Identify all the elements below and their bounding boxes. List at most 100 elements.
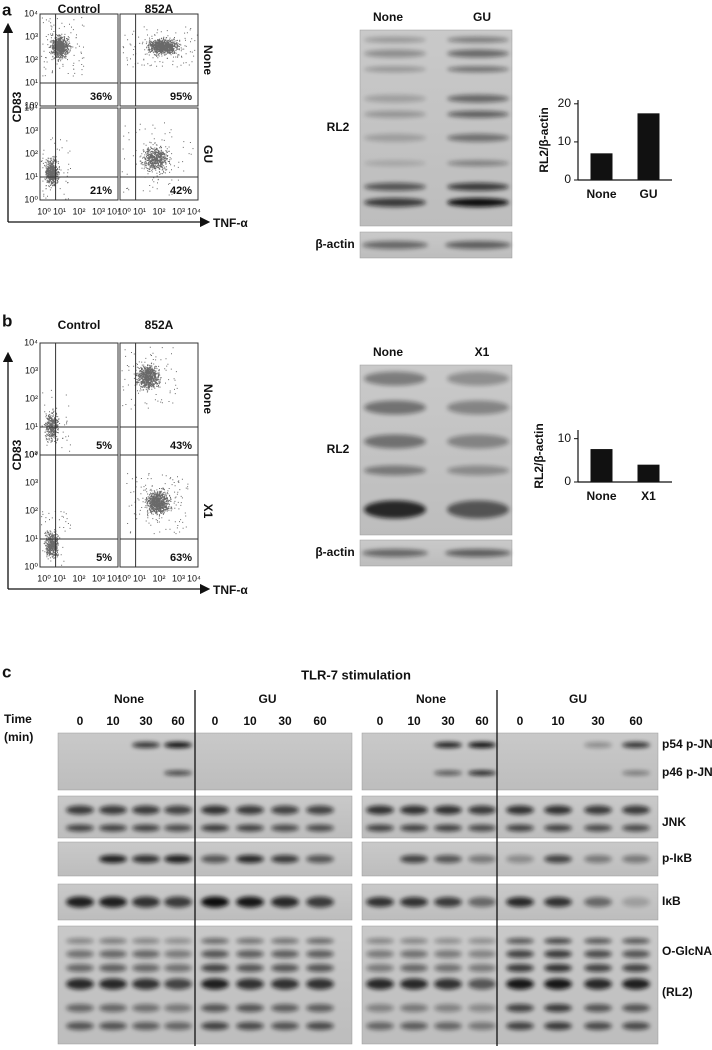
blot-band bbox=[544, 1004, 572, 1012]
blot-band bbox=[271, 805, 299, 815]
blot-band bbox=[506, 855, 534, 863]
blot-band bbox=[366, 1004, 394, 1012]
y-tick-label: 10³ bbox=[25, 31, 38, 41]
blot-band bbox=[236, 896, 264, 908]
y-tick-label: 10 bbox=[558, 134, 572, 148]
blot-band bbox=[434, 1022, 462, 1030]
blot-band bbox=[99, 1022, 127, 1030]
scatter-dots bbox=[121, 122, 194, 196]
column-header: Control bbox=[58, 2, 101, 16]
quadrant-percentage: 5% bbox=[96, 440, 112, 452]
y-tick-label: 10⁴ bbox=[24, 8, 38, 18]
y-tick-label: 10⁰ bbox=[24, 194, 38, 204]
row-label: GU bbox=[201, 145, 215, 163]
blot-band bbox=[132, 950, 160, 958]
blot-band bbox=[400, 897, 428, 907]
plot-frame bbox=[39, 454, 119, 568]
blot-band bbox=[622, 897, 650, 907]
blot-band bbox=[506, 964, 534, 972]
blot-band bbox=[164, 855, 192, 863]
plot-frame bbox=[119, 107, 199, 201]
time-label: (min) bbox=[4, 730, 33, 744]
panel-title: TLR-7 stimulation bbox=[301, 667, 411, 682]
blot-band bbox=[400, 938, 428, 944]
x-tick-label: 10¹ bbox=[53, 206, 66, 216]
blot-band bbox=[66, 824, 94, 832]
x-tick-label: 10³ bbox=[172, 573, 185, 583]
x-tick-label: 10⁰ bbox=[117, 573, 131, 583]
blot-band bbox=[164, 805, 192, 815]
y-tick-label: 0 bbox=[564, 474, 571, 488]
time-point: 10 bbox=[551, 714, 565, 728]
blot-band bbox=[164, 938, 192, 944]
band-label: β-actin bbox=[315, 545, 354, 559]
blot-band bbox=[271, 938, 299, 944]
blot-band bbox=[366, 950, 394, 958]
time-point: 30 bbox=[278, 714, 292, 728]
blot-band bbox=[271, 1004, 299, 1012]
band-label: O-GlcNAc bbox=[662, 944, 712, 958]
blot-strip bbox=[361, 732, 659, 791]
x-tick-label: None bbox=[587, 187, 617, 201]
blot-band bbox=[468, 855, 496, 863]
blot-band bbox=[306, 964, 334, 972]
blot-band bbox=[366, 978, 394, 990]
blot-band bbox=[164, 770, 192, 776]
y-axis-title: CD83 bbox=[10, 91, 24, 122]
blot-band bbox=[447, 94, 509, 103]
x-tick-label: 10¹ bbox=[53, 573, 66, 583]
x-tick-label: 10⁴ bbox=[187, 573, 201, 583]
blot-band bbox=[506, 897, 534, 907]
scatter-dots bbox=[41, 389, 71, 452]
blot-band bbox=[447, 110, 509, 118]
blot-band bbox=[400, 950, 428, 958]
blot-band bbox=[201, 824, 229, 832]
blot-band bbox=[66, 1004, 94, 1012]
band-label: IκB bbox=[662, 894, 681, 908]
blot-band bbox=[622, 805, 650, 815]
blot-band bbox=[584, 742, 612, 748]
y-tick-label: 10³ bbox=[25, 365, 38, 375]
blot-band bbox=[132, 938, 160, 944]
blot-band bbox=[236, 855, 264, 863]
blot-band bbox=[164, 896, 192, 908]
y-tick-label: 10¹ bbox=[25, 77, 38, 87]
x-tick-label: 10² bbox=[152, 206, 165, 216]
blot-band bbox=[236, 805, 264, 815]
blot-band bbox=[447, 197, 509, 207]
x-tick-label: 10⁴ bbox=[107, 206, 121, 216]
scatter-dots bbox=[40, 137, 71, 200]
blot-band bbox=[271, 824, 299, 832]
plot-frame bbox=[119, 13, 199, 107]
blot-band bbox=[201, 896, 229, 908]
blot-band bbox=[434, 824, 462, 832]
blot-band bbox=[544, 855, 572, 863]
y-tick-label: 10¹ bbox=[25, 421, 38, 431]
blot-band bbox=[99, 855, 127, 863]
blot-band bbox=[434, 805, 462, 815]
blot-band bbox=[364, 36, 426, 43]
group-label: None bbox=[114, 692, 144, 706]
blot-strip bbox=[57, 732, 353, 791]
blot-band bbox=[584, 805, 612, 815]
panel-label: b bbox=[2, 311, 12, 330]
blot-band bbox=[164, 1022, 192, 1030]
blot-band bbox=[622, 964, 650, 972]
blot-band bbox=[364, 400, 426, 415]
blot-band bbox=[366, 805, 394, 815]
blot-band bbox=[364, 66, 426, 73]
blot-band bbox=[584, 938, 612, 944]
blot-band bbox=[584, 1004, 612, 1012]
blot-band bbox=[164, 824, 192, 832]
blot-band bbox=[271, 950, 299, 958]
blot-band bbox=[544, 978, 572, 990]
time-point: 30 bbox=[139, 714, 153, 728]
y-tick-label: 10⁴ bbox=[24, 449, 38, 459]
blot-band bbox=[271, 896, 299, 908]
bar bbox=[590, 153, 613, 180]
blot-band bbox=[66, 896, 94, 908]
blot-band bbox=[99, 805, 127, 815]
blot-band bbox=[271, 855, 299, 863]
quadrant-percentage: 43% bbox=[170, 440, 192, 452]
blot-band bbox=[201, 964, 229, 972]
